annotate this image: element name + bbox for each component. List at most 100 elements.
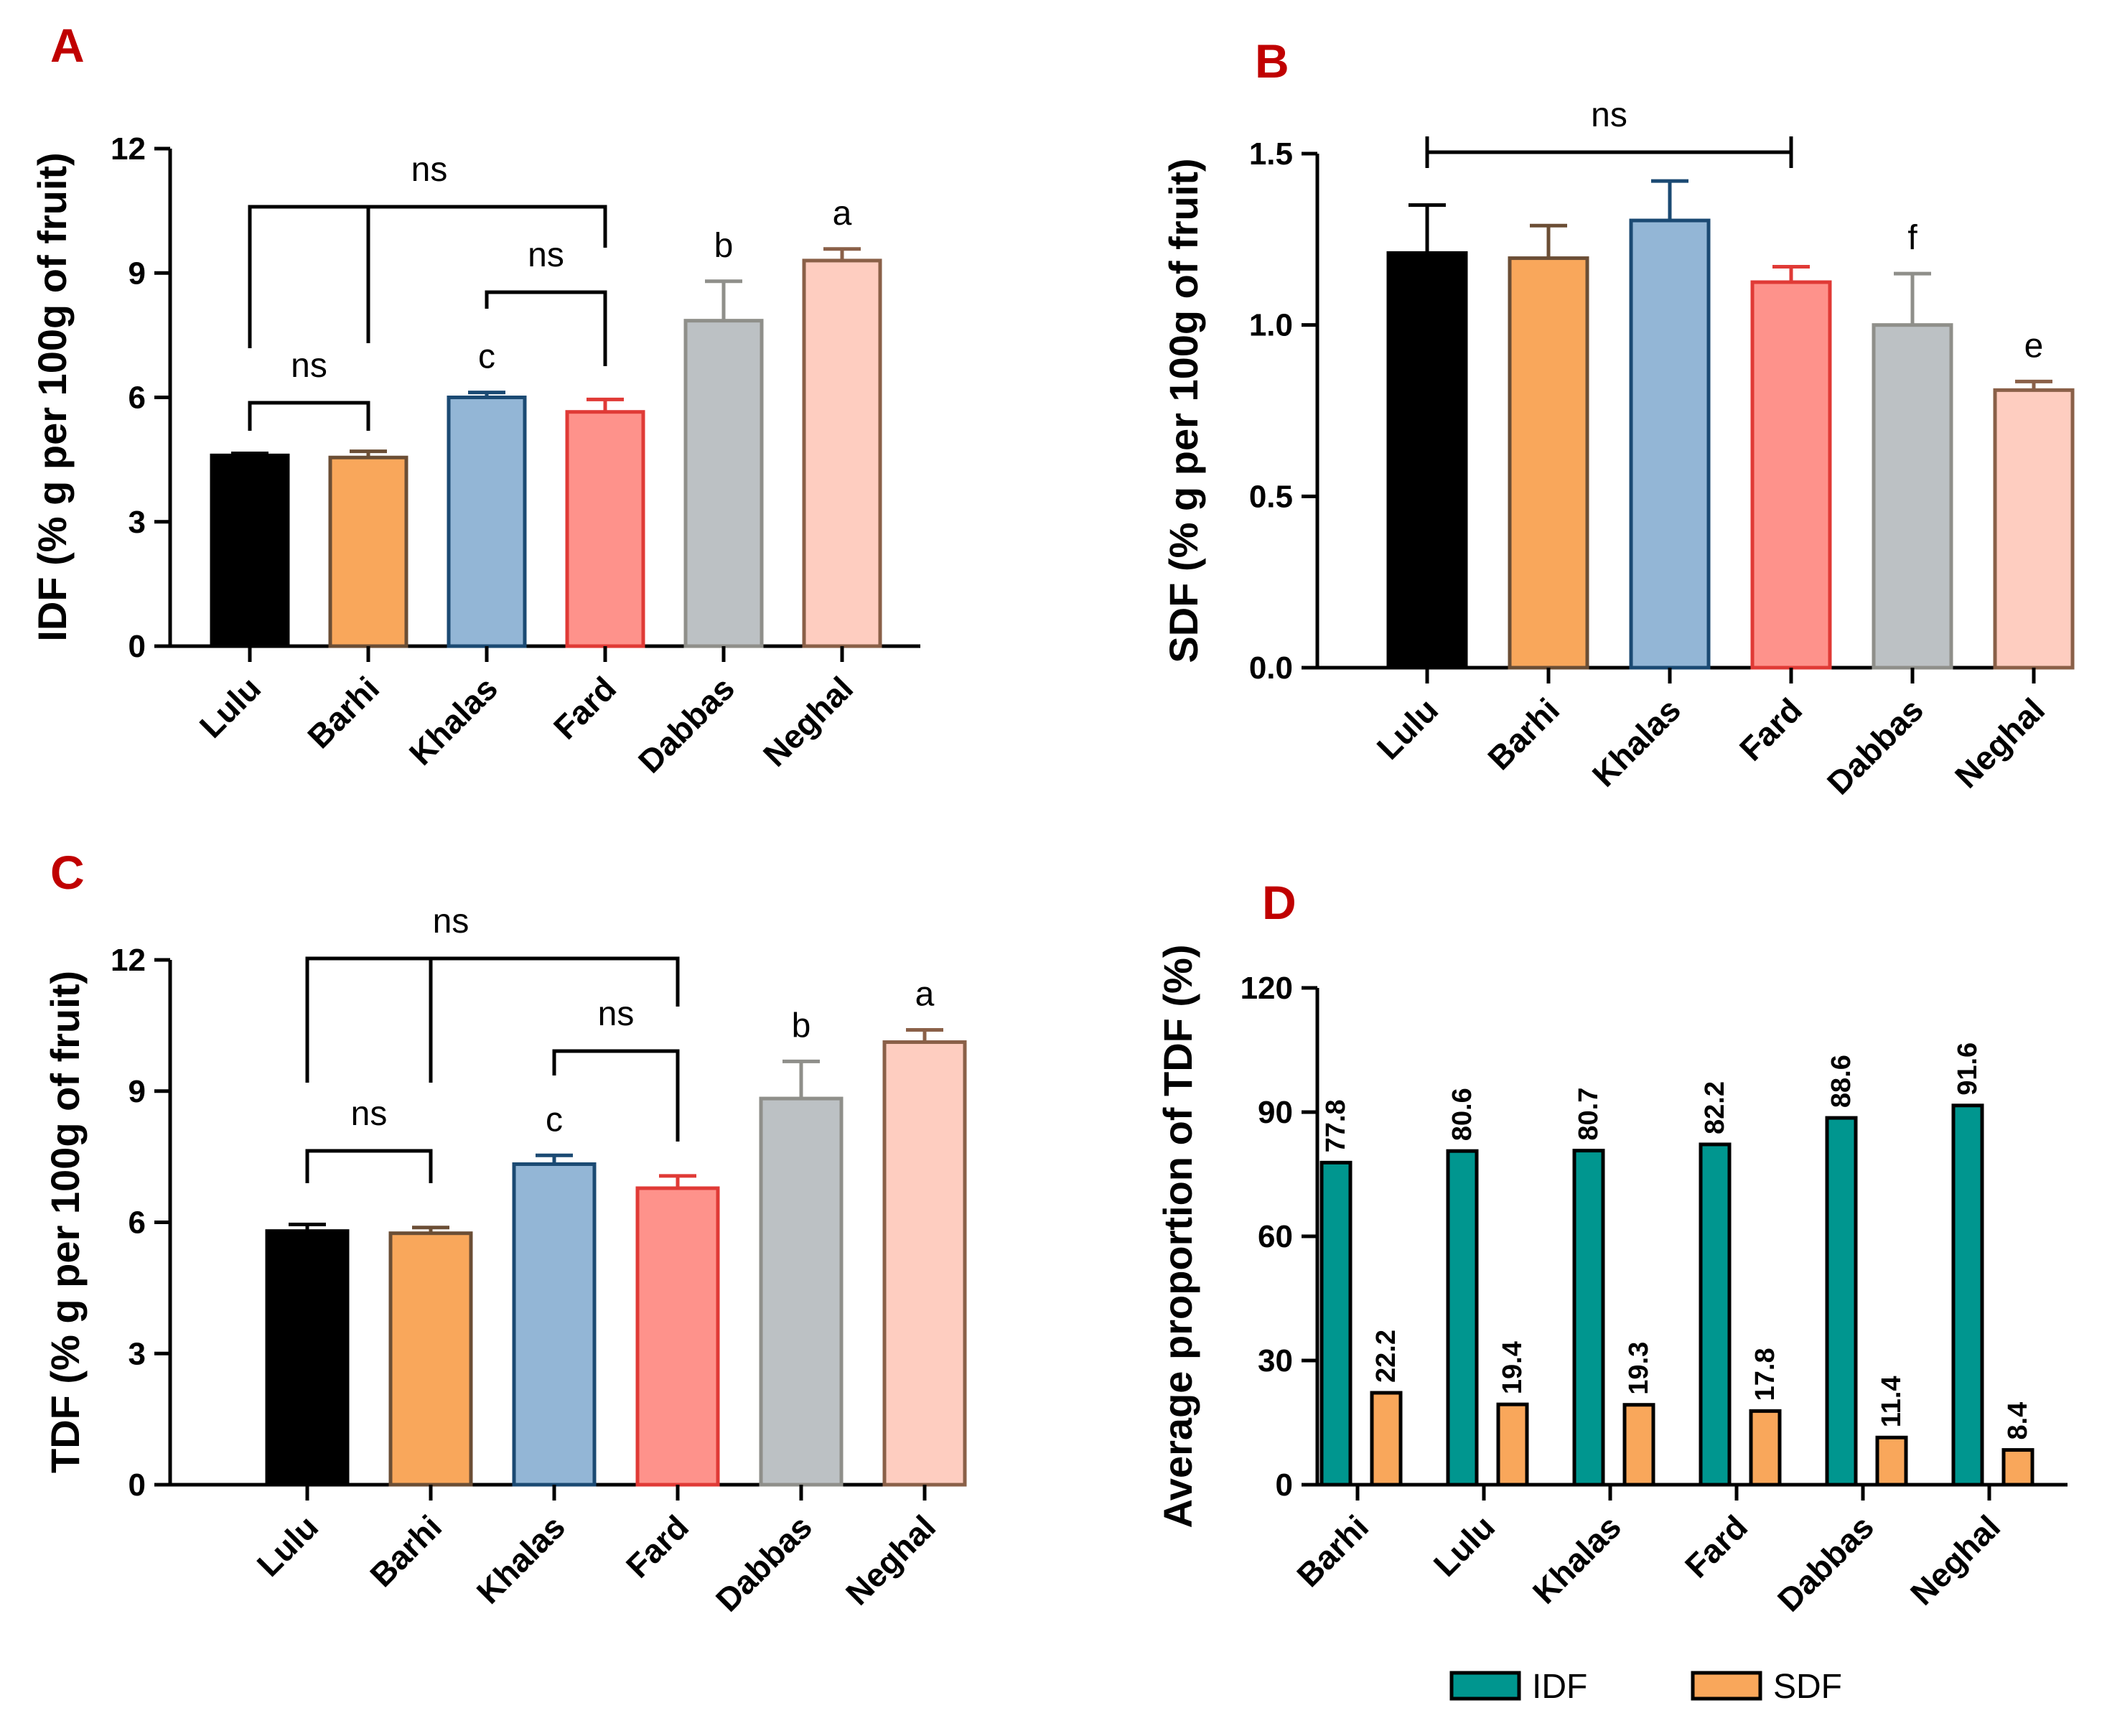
legend-label: SDF — [1773, 1668, 1842, 1706]
panel-label: C — [50, 846, 85, 899]
bar-sdf-barhi — [1370, 1391, 1403, 1487]
significance-letter: e — [2024, 327, 2044, 365]
bar-sdf-khalas — [1622, 1403, 1655, 1487]
x-tick-label: Dabbas — [1770, 1508, 1881, 1618]
y-tick-label: 1.5 — [1249, 136, 1293, 172]
bracket-line — [305, 1149, 433, 1183]
y-tick-label: 3 — [129, 1336, 146, 1371]
y-tick-label: 0.5 — [1249, 479, 1293, 514]
bar-sdf-neghal — [2001, 1448, 2034, 1487]
y-tick-label: 3 — [129, 505, 146, 540]
data-label: 80.7 — [1574, 1088, 1604, 1141]
bracket-line — [305, 956, 680, 1083]
data-label: 88.6 — [1826, 1055, 1856, 1108]
bar-barhi — [388, 1231, 473, 1487]
bar-sdf-dabbas — [1875, 1435, 1908, 1487]
y-axis-title: IDF (% g per 100g of fruit) — [29, 152, 75, 641]
y-tick-label: 120 — [1241, 971, 1293, 1006]
bracket-label: ns — [528, 236, 564, 274]
data-label: 22.2 — [1371, 1330, 1401, 1383]
bracket-line — [248, 205, 607, 348]
y-tick-label: 30 — [1258, 1343, 1293, 1378]
bar-idf-khalas — [1572, 1149, 1605, 1487]
chart-panel-b: 0.0 0.5 1.0 1.5 SDF (% g per 100g of fruit) B… — [1161, 34, 2075, 802]
y-tick-label: 12 — [111, 131, 146, 167]
y-tick-label: 0.0 — [1249, 650, 1293, 686]
significance-letter: f — [1907, 219, 1917, 257]
bracket-label: ns — [411, 151, 448, 189]
data-label: 82.2 — [1700, 1081, 1730, 1134]
bar-lulu — [265, 1229, 350, 1487]
legend-swatch-sdf — [1691, 1671, 1762, 1701]
x-tick-label: Neghal — [1948, 691, 2052, 795]
significance-letter: c — [546, 1101, 563, 1139]
bar-lulu — [210, 453, 290, 648]
x-tick-label: Neghal — [838, 1508, 943, 1612]
bar-barhi — [328, 455, 408, 648]
bar-fard — [565, 410, 645, 648]
bracket-label: ns — [433, 902, 469, 941]
significance-letter: a — [833, 195, 852, 233]
y-axis-title: SDF (% g per 100g of fruit) — [1161, 158, 1206, 663]
x-tick-label: Dabbas — [709, 1508, 819, 1618]
significance-letter: a — [915, 975, 935, 1013]
bar-neghal — [1993, 388, 2075, 670]
x-tick-label: Lulu — [1370, 691, 1445, 766]
bracket-line — [485, 290, 607, 366]
data-label: 80.6 — [1447, 1088, 1477, 1141]
x-tick-label: Fard — [546, 669, 623, 746]
data-label: 19.4 — [1498, 1341, 1528, 1394]
bar-barhi — [1508, 256, 1589, 670]
legend-label: IDF — [1532, 1668, 1587, 1706]
x-tick-label: Lulu — [1426, 1508, 1502, 1583]
chart-panel-a: 0 3 6 9 12 IDF (% g per 100g of fruit) A Lulu Ba… — [29, 19, 920, 780]
x-tick-label: Khalas — [1526, 1508, 1628, 1610]
y-tick-label: 6 — [129, 1205, 146, 1241]
bar-dabbas — [683, 319, 764, 648]
x-tick-label: Lulu — [250, 1508, 325, 1583]
panel-label: A — [50, 19, 85, 72]
y-tick-label: 9 — [129, 256, 146, 291]
bar-khalas — [447, 396, 527, 648]
bar-idf-barhi — [1319, 1160, 1353, 1487]
bar-neghal — [802, 258, 882, 648]
x-tick-label: Neghal — [1903, 1508, 2007, 1612]
y-axis-title: TDF (% g per 100g of fruit) — [42, 971, 88, 1473]
data-label: 8.4 — [2003, 1402, 2033, 1440]
y-tick-label: 9 — [129, 1074, 146, 1109]
bar-idf-fard — [1699, 1142, 1732, 1487]
bracket-label: ns — [598, 995, 635, 1033]
x-tick-label: Fard — [1678, 1508, 1755, 1585]
bar-khalas — [512, 1162, 597, 1487]
legend-swatch-idf — [1449, 1671, 1521, 1701]
bar-khalas — [1629, 218, 1711, 670]
bar-idf-lulu — [1446, 1149, 1479, 1487]
panel-label: B — [1255, 34, 1289, 88]
bar-neghal — [882, 1040, 967, 1487]
y-tick-label: 12 — [111, 943, 146, 978]
bracket-line — [248, 401, 370, 431]
y-tick-label: 90 — [1258, 1095, 1293, 1130]
bar-sdf-lulu — [1496, 1402, 1529, 1487]
x-tick-label: Neghal — [756, 669, 860, 773]
panel-label: D — [1262, 876, 1297, 929]
x-tick-label: Lulu — [192, 669, 268, 745]
x-tick-label: Dabbas — [631, 669, 742, 780]
y-tick-label: 1.0 — [1249, 308, 1293, 343]
significance-letter: b — [714, 227, 734, 265]
bracket-label: ns — [291, 347, 327, 385]
data-label: 91.6 — [1953, 1042, 1983, 1096]
chart-panel-d: 0 30 60 90 120 Average proportion of TDF (%) D… — [1155, 876, 2068, 1706]
y-tick-label: 0 — [1276, 1467, 1293, 1503]
data-label: 19.3 — [1624, 1342, 1654, 1395]
bar-fard — [635, 1186, 720, 1487]
y-axis-title: Average proportion of TDF (%) — [1155, 944, 1200, 1528]
data-label: 11.4 — [1877, 1376, 1907, 1427]
x-tick-label: Barhi — [1289, 1508, 1375, 1594]
x-tick-label: Fard — [1732, 691, 1809, 767]
significance-letter: b — [792, 1007, 811, 1045]
x-tick-label: Fard — [619, 1508, 696, 1585]
bar-lulu — [1386, 251, 1468, 670]
y-tick-label: 6 — [129, 381, 146, 416]
